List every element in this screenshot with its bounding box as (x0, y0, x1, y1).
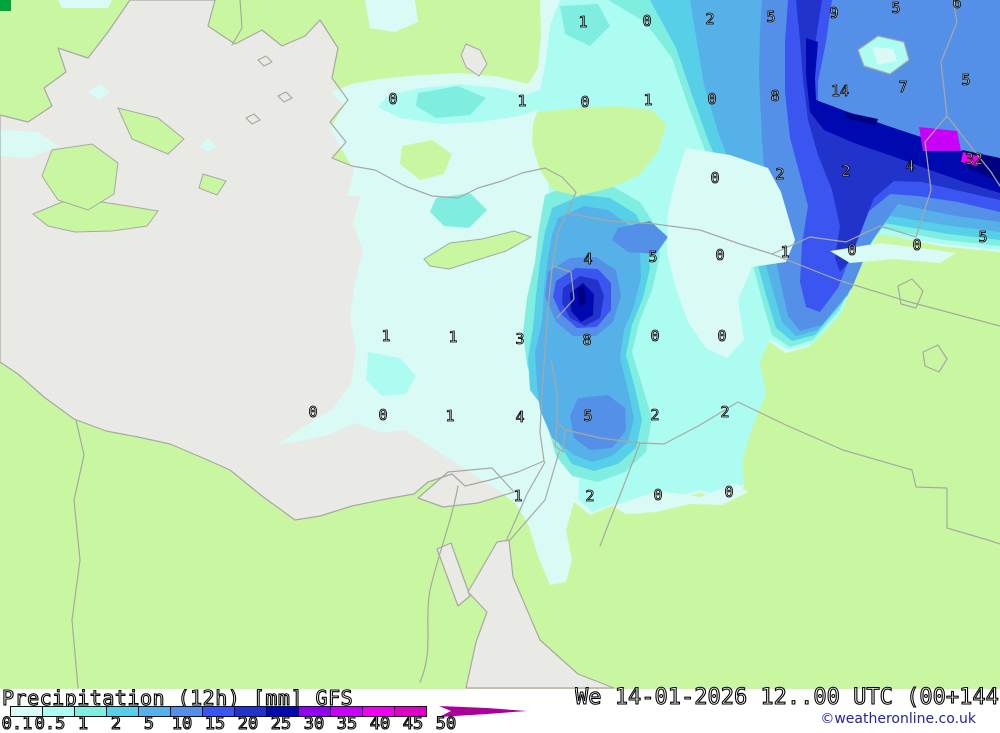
desert-basin (897, 278, 924, 309)
legend-arrow-icon (439, 706, 527, 717)
grid-value: 2 (650, 406, 659, 424)
gulf-of-suez (437, 543, 470, 606)
grid-value: 1 (780, 243, 789, 261)
grid-value: 0 (715, 246, 724, 264)
grid-value: 8 (770, 87, 779, 105)
legend-tick: 25 (270, 713, 292, 733)
red-sea (466, 540, 614, 688)
grid-value: 0 (724, 483, 733, 501)
border-greece-turkey (231, 0, 243, 46)
grid-value: 1 (643, 91, 652, 109)
grid-value: 1 (513, 487, 522, 505)
coastlines (0, 0, 615, 689)
grid-values: 1 0 2 5 9 5 60 1 0 1 0 8 14 7 50 2 2 4 324 5 0 1 0 0 51 1 3 8 0 00 0 1 4… (308, 0, 988, 505)
rhodes-island (198, 173, 227, 196)
grid-value: 5 (891, 0, 900, 17)
anatolia-dry-gap (532, 106, 666, 196)
desert-basin (922, 344, 948, 373)
legend-tick: 5 (143, 713, 155, 733)
peloponnese (41, 143, 119, 211)
grid-value: 1 (448, 328, 457, 346)
grid-value: 4 (515, 408, 524, 426)
legend-tick: 30 (303, 713, 325, 733)
grid-value: 5 (766, 8, 775, 26)
grid-value: 4 (583, 250, 592, 268)
grid-value: 2 (585, 487, 594, 505)
grid-value: 0 (847, 241, 856, 259)
grid-value: 2 (705, 10, 714, 28)
aegean-islet (245, 113, 261, 125)
copyright-link[interactable]: ©weatheronline.co.uk (820, 711, 976, 727)
borders (71, 0, 1000, 689)
anatolia-dry-gap-west (400, 140, 452, 180)
grid-value: 0 (717, 327, 726, 345)
grid-value: 2 (841, 162, 850, 180)
border-egypt-libya (71, 419, 85, 689)
grid-value: 5 (961, 71, 970, 89)
legend-tick: 45 (402, 713, 424, 733)
grid-value: 1 (517, 92, 526, 110)
precipitation-map: 1 0 2 5 9 5 60 1 0 1 0 8 14 7 50 2 2 4 324 5 0 1 0 0 51 1 3 8 0 00 0 1 4… (0, 0, 1000, 689)
datetime-label: We 14-01-2026 12..00 UTC (00+144 (575, 685, 999, 710)
legend-tick: 20 (237, 713, 259, 733)
grid-value: 0 (308, 403, 317, 421)
legend-tick: 35 (336, 713, 358, 733)
map-corner-marker (0, 0, 11, 11)
border-jordan-saudi (565, 401, 1000, 547)
grid-value: 1 (381, 327, 390, 345)
nile-river (419, 485, 459, 683)
legend-tick: 2 (110, 713, 122, 733)
grid-value: 3 (515, 330, 524, 348)
legend-tick: 0.1 (1, 713, 33, 733)
grid-value: 7 (898, 78, 907, 96)
legend-tick: 1 (77, 713, 89, 733)
grid-value: 14 (831, 82, 849, 100)
lake-tuz (460, 43, 488, 77)
grid-value: 9 (829, 4, 838, 22)
grid-value: 5 (648, 248, 657, 266)
grid-value: 6 (952, 0, 961, 12)
legend-tick: 40 (369, 713, 391, 733)
grid-value: 5 (978, 228, 987, 246)
grid-value: 0 (912, 236, 921, 254)
aegean-islet (277, 91, 293, 103)
grid-value: 2 (720, 403, 729, 421)
legend-tick: 15 (204, 713, 226, 733)
grid-value: 1 (578, 13, 587, 31)
landforms (0, 0, 948, 373)
border-lebanon (552, 265, 575, 319)
legend-tick: 50 (435, 713, 457, 733)
grid-value: 5 (583, 407, 592, 425)
legend-tick: 10 (171, 713, 193, 733)
border-jordan-valley (509, 359, 566, 541)
attica-peninsula (117, 107, 185, 155)
border-syria-iraq (771, 253, 1000, 327)
grid-value: 0 (653, 486, 662, 504)
legend-cell (394, 706, 427, 717)
cyprus-island (423, 230, 533, 270)
grid-value: 1 (445, 407, 454, 425)
border-turkey-syria (565, 212, 773, 255)
border-turkey-iraq-iran (771, 0, 1000, 255)
border-egypt-israel (505, 461, 546, 542)
grid-value: 2 (775, 165, 784, 183)
grid-value: 0 (580, 93, 589, 111)
grid-value: 8 (582, 331, 591, 349)
aegean-islet (257, 55, 273, 67)
grid-value: 0 (388, 90, 397, 108)
grid-value: 0 (378, 406, 387, 424)
lake-van-outline (857, 35, 910, 75)
grid-value: 0 (642, 12, 651, 30)
grid-value: 0 (650, 327, 659, 345)
legend-colorbar (10, 706, 427, 717)
grid-value: 0 (710, 169, 719, 187)
grid-value: 4 (905, 157, 914, 175)
grid-value: 32 (965, 150, 983, 168)
grid-value: 0 (707, 90, 716, 108)
legend-tick: 0.5 (34, 713, 66, 733)
